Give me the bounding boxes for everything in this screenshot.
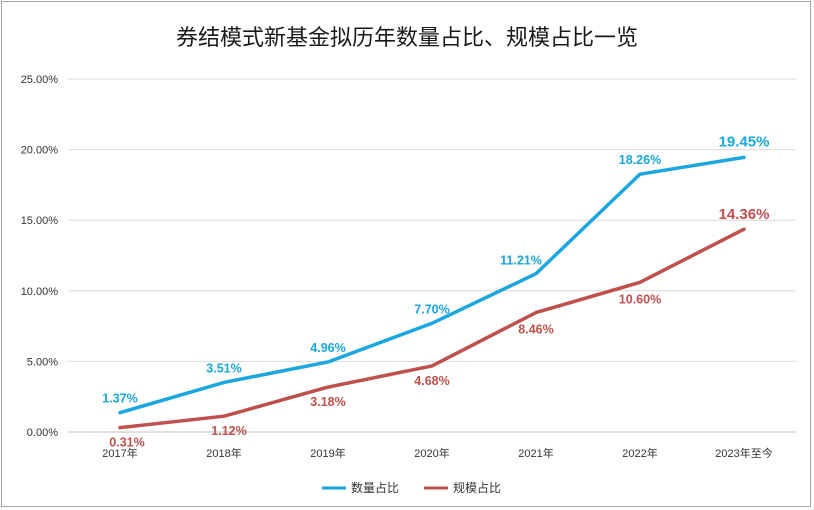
data-point: [742, 155, 746, 159]
data-point: [430, 364, 434, 368]
data-point: [742, 227, 746, 231]
data-point: [118, 426, 122, 430]
data-point: [222, 380, 226, 384]
data-label: 7.70%: [414, 302, 449, 316]
chart-title: 券结模式新基金拟历年数量占比、规模占比一览: [175, 26, 638, 51]
x-tick-label: 2018年: [206, 446, 241, 460]
data-point: [638, 172, 642, 176]
data-label: 1.12%: [211, 424, 246, 438]
data-label: 0.31%: [109, 436, 144, 450]
data-point: [326, 385, 330, 389]
x-tick-label: 2020年: [414, 446, 449, 460]
series-line-2: [118, 227, 746, 430]
data-label: 11.21%: [500, 254, 542, 268]
data-label: 3.18%: [310, 395, 345, 409]
x-tick-label: 2022年: [622, 446, 657, 460]
data-label: 1.37%: [102, 392, 137, 406]
data-point: [534, 311, 538, 315]
data-point: [118, 411, 122, 415]
data-point: [638, 280, 642, 284]
data-point: [534, 272, 538, 276]
data-point: [326, 360, 330, 364]
data-label: 14.36%: [719, 206, 770, 223]
data-point: [222, 414, 226, 418]
y-tick-label: 0.00%: [27, 427, 58, 439]
y-tick-label: 25.00%: [21, 74, 59, 86]
y-tick-label: 5.00%: [27, 356, 58, 368]
data-label: 19.45%: [719, 133, 770, 150]
data-label: 4.68%: [414, 374, 449, 388]
data-label: 3.51%: [206, 361, 241, 375]
y-tick-label: 20.00%: [21, 145, 59, 157]
x-tick-label: 2017年: [102, 446, 137, 460]
x-tick-label: 2023年至今: [715, 446, 772, 460]
legend-label: 数量占比: [351, 480, 399, 495]
data-label: 18.26%: [619, 153, 661, 167]
y-tick-label: 10.00%: [21, 286, 59, 298]
x-tick-label: 2021年: [518, 446, 553, 460]
y-tick-label: 15.00%: [21, 215, 59, 227]
data-label: 10.60%: [619, 292, 661, 306]
x-tick-label: 2019年: [310, 446, 345, 460]
data-label: 8.46%: [518, 323, 553, 337]
data-label: 4.96%: [310, 341, 345, 355]
legend-label: 规模占比: [453, 480, 501, 495]
data-point: [430, 321, 434, 325]
